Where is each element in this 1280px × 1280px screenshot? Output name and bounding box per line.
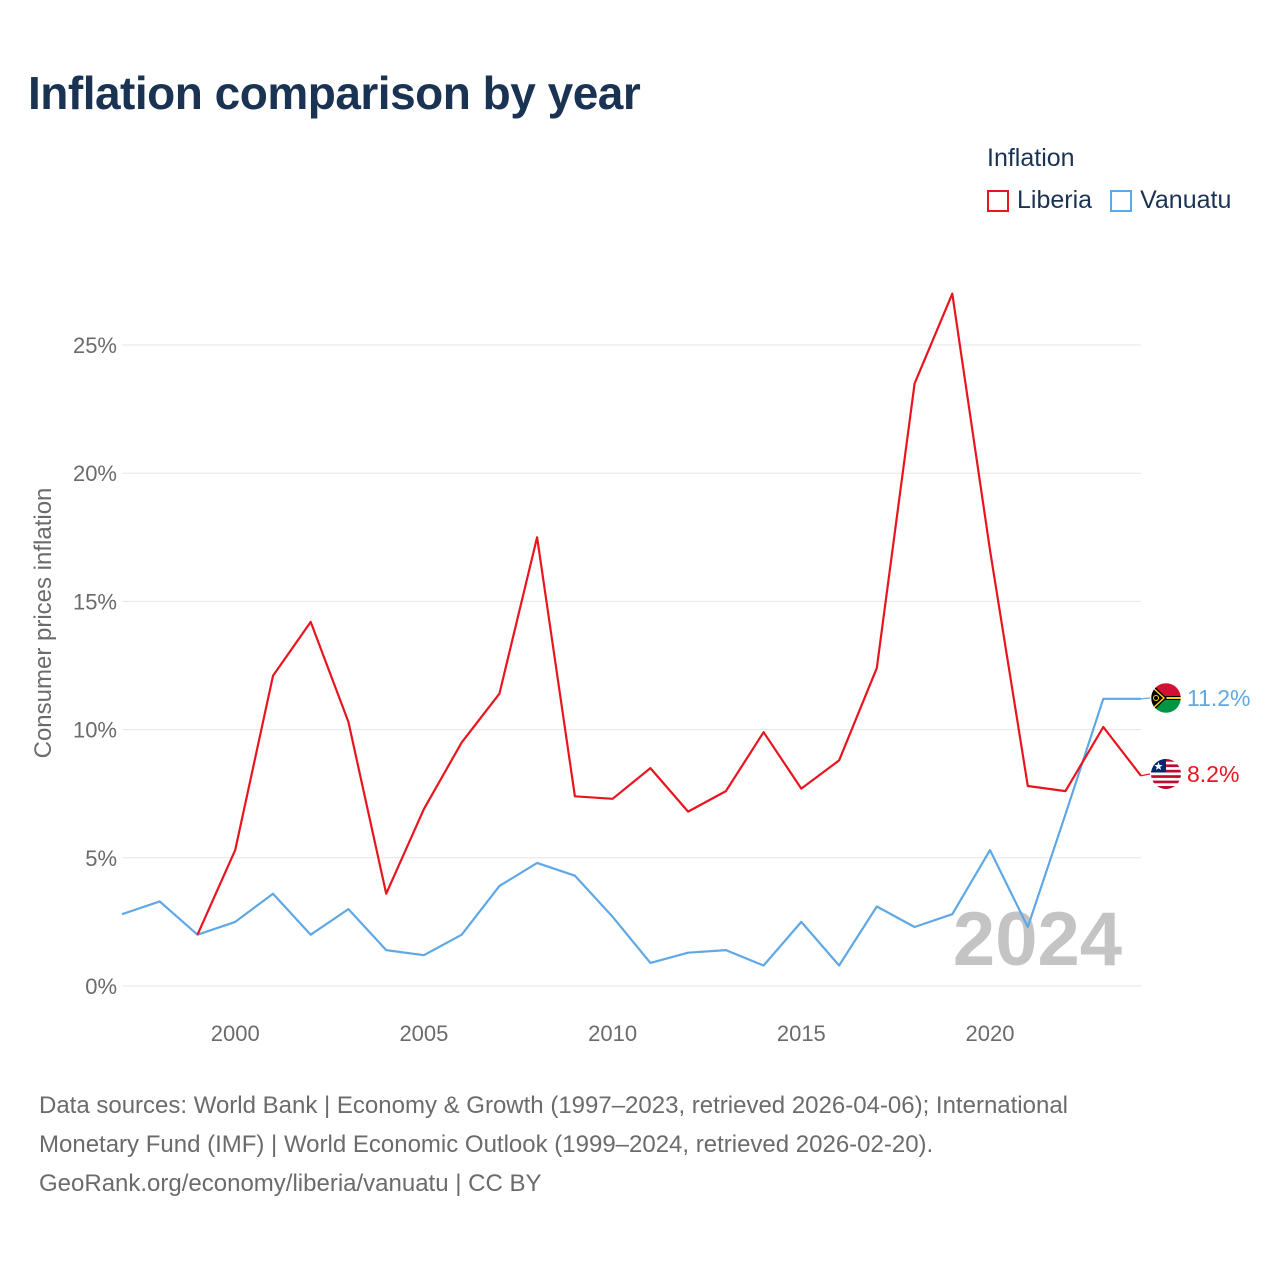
data-point-vanuatu[interactable] [116,908,128,920]
vanuatu-flag-icon [1150,682,1182,714]
data-point-liberia[interactable] [946,288,958,300]
data-point-liberia[interactable] [758,726,770,738]
data-point-liberia[interactable] [909,377,921,389]
gridlines [122,344,1141,987]
data-point-vanuatu[interactable] [531,857,543,869]
data-point-liberia[interactable] [342,716,354,728]
data-point-liberia[interactable] [456,736,468,748]
y-tick-label: 10% [73,718,117,743]
y-tick-label: 20% [73,461,117,486]
y-tick-label: 0% [85,974,117,999]
data-point-vanuatu[interactable] [871,901,883,913]
end-value-label-vanuatu: 11.2% [1187,685,1251,711]
data-point-vanuatu[interactable] [1097,693,1109,705]
data-point-liberia[interactable] [720,785,732,797]
data-point-vanuatu[interactable] [909,921,921,933]
data-point-liberia[interactable] [229,844,241,856]
series-line-liberia[interactable] [196,292,1142,936]
data-point-vanuatu[interactable] [984,844,996,856]
data-point-vanuatu[interactable] [456,929,468,941]
y-tick-label: 15% [73,589,117,614]
data-point-vanuatu[interactable] [1022,921,1034,933]
x-axis: 2000 2005 2010 2015 2020 [211,1021,1015,1046]
data-point-vanuatu[interactable] [1060,808,1072,820]
data-point-liberia[interactable] [1097,721,1109,733]
data-point-vanuatu[interactable] [305,929,317,941]
legend-label-liberia: Liberia [1017,186,1093,214]
data-point-liberia[interactable] [1022,780,1034,792]
data-point-liberia[interactable] [682,806,694,818]
x-tick-label: 2005 [399,1021,448,1046]
data-point-liberia[interactable] [795,783,807,795]
data-point-vanuatu[interactable] [833,959,845,971]
end-value-label-liberia: 8.2% [1187,761,1239,787]
data-point-liberia[interactable] [493,688,505,700]
y-tick-label: 5% [85,846,117,871]
data-point-liberia[interactable] [191,929,203,941]
data-point-liberia[interactable] [531,531,543,543]
year-watermark: 2024 [953,897,1122,982]
legend-swatch-liberia [987,189,1009,212]
data-point-liberia[interactable] [871,662,883,674]
data-point-liberia[interactable] [267,670,279,682]
data-point-vanuatu[interactable] [569,870,581,882]
data-point-liberia[interactable] [644,762,656,774]
data-point-vanuatu[interactable] [946,908,958,920]
data-point-vanuatu[interactable] [493,880,505,892]
source-line: Monetary Fund (IMF) | World Economic Out… [39,1131,934,1158]
source-line: Data sources: World Bank | Economy & Gro… [39,1092,1069,1119]
data-point-vanuatu[interactable] [342,903,354,915]
legend-item-liberia[interactable]: Liberia [987,186,1092,215]
legend-title: Inflation [987,144,1075,172]
data-point-vanuatu[interactable] [154,895,166,907]
x-tick-label: 2010 [588,1021,637,1046]
data-point-vanuatu[interactable] [720,944,732,956]
end-connector-vanuatu [1140,697,1151,700]
data-point-liberia[interactable] [833,754,845,766]
data-point-vanuatu[interactable] [418,949,430,961]
data-point-liberia[interactable] [607,793,619,805]
liberia-flag-icon [1151,759,1181,789]
data-point-vanuatu[interactable] [380,944,392,956]
data-point-vanuatu[interactable] [607,911,619,923]
x-tick-label: 2015 [777,1021,826,1046]
data-point-liberia[interactable] [380,888,392,900]
data-point-liberia[interactable] [305,616,317,628]
x-tick-label: 2020 [966,1021,1015,1046]
y-axis: 0% 5% 10% 15% 20% 25% [73,333,117,999]
source-line[interactable]: GeoRank.org/economy/liberia/vanuatu | CC… [39,1170,542,1197]
series-line-vanuatu[interactable] [121,697,1141,967]
legend-swatch-vanuatu [1110,189,1133,212]
data-sources: Data sources: World Bank | Economy & Gro… [39,1086,1239,1203]
data-point-liberia[interactable] [418,803,430,815]
data-point-vanuatu[interactable] [758,959,770,971]
chart-title: Inflation comparison by year [28,67,641,119]
legend-item-vanuatu[interactable]: Vanuatu [1110,186,1231,215]
legend: Liberia Vanuatu [987,186,1249,215]
end-connector-liberia [1140,773,1151,777]
y-axis-title: Consumer prices inflation [30,488,57,759]
data-point-vanuatu[interactable] [267,888,279,900]
data-point-liberia[interactable] [1060,785,1072,797]
data-point-vanuatu[interactable] [229,916,241,928]
legend-label-vanuatu: Vanuatu [1140,186,1232,214]
data-point-vanuatu[interactable] [795,916,807,928]
data-point-liberia[interactable] [984,544,996,556]
x-tick-label: 2000 [211,1021,260,1046]
data-point-liberia[interactable] [569,790,581,802]
y-tick-label: 25% [73,333,117,358]
data-point-vanuatu[interactable] [644,957,656,969]
data-point-vanuatu[interactable] [682,947,694,959]
series-group: 11.2% 8.2% [116,288,1251,971]
